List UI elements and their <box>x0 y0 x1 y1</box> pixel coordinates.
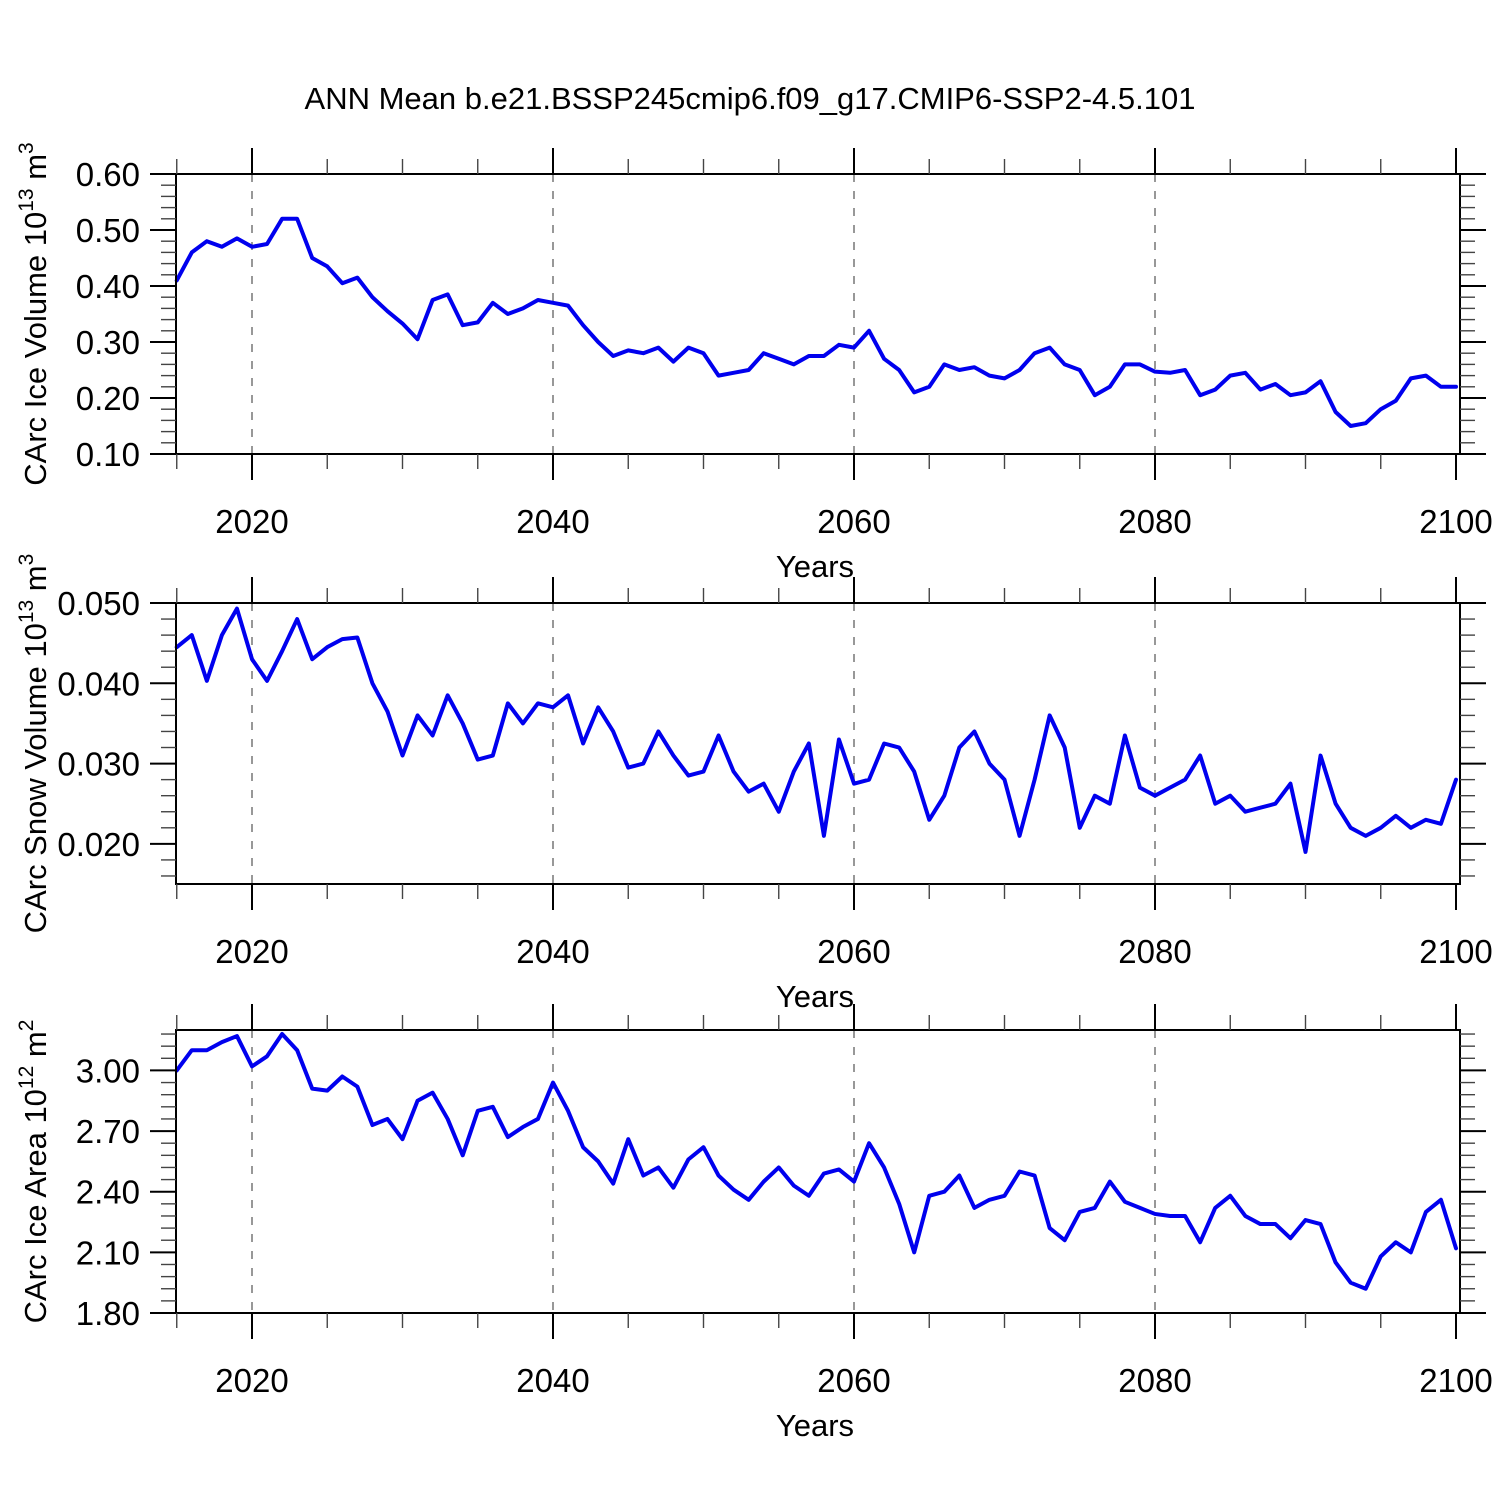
x-tick-label: 2040 <box>516 1362 589 1399</box>
x-tick-label: 2060 <box>817 1362 890 1399</box>
y-tick-label: 3.00 <box>76 1052 140 1089</box>
y-tick-label: 0.60 <box>76 156 140 193</box>
y-tick-label: 0.20 <box>76 380 140 417</box>
x-tick-label: 2100 <box>1419 503 1492 540</box>
y-tick-label: 2.40 <box>76 1174 140 1211</box>
y-tick-label: 0.50 <box>76 212 140 249</box>
x-tick-label: 2020 <box>215 503 288 540</box>
x-tick-label: 2040 <box>516 503 589 540</box>
x-tick-label: 2080 <box>1118 933 1191 970</box>
ice-volume-y-axis-title: CArc Ice Volume 1013 m3 <box>15 142 53 485</box>
x-tick-label: 2020 <box>215 1362 288 1399</box>
plot-border <box>175 602 1461 885</box>
panel-snow-volume: 2020 2040 2060 2080 2100 0.020 0.030 0.040 0.050… <box>15 554 1493 1014</box>
snow-volume-y-axis-title: CArc Snow Volume 1013 m3 <box>15 554 53 934</box>
snow-volume-line <box>174 606 1458 854</box>
x-tick-label: 2020 <box>215 933 288 970</box>
y-tick-label: 2.10 <box>76 1234 140 1271</box>
y-tick-label: 2.70 <box>76 1113 140 1150</box>
x-tick-label: 2040 <box>516 933 589 970</box>
x-tick-label: 2060 <box>817 503 890 540</box>
ice-area-x-axis-title: Years <box>776 1408 854 1443</box>
x-tick-label: 2060 <box>817 933 890 970</box>
plot-border <box>175 1029 1461 1314</box>
ice-area-y-axis-title: CArc Ice Area 1012 m2 <box>15 1020 53 1324</box>
ice-volume-line <box>174 216 1458 428</box>
x-tick-label: 2080 <box>1118 1362 1191 1399</box>
y-tick-label: 1.80 <box>76 1295 140 1332</box>
plot-border <box>175 173 1461 455</box>
x-tick-label: 2100 <box>1419 1362 1492 1399</box>
y-tick-label: 0.30 <box>76 324 140 361</box>
ice-area-line <box>174 1032 1458 1291</box>
panel-ice-area: 2020 2040 2060 2080 2100 1.80 2.10 2.40 2.70 3.00… <box>15 1004 1493 1443</box>
x-tick-label: 2080 <box>1118 503 1191 540</box>
y-tick-label: 0.10 <box>76 436 140 473</box>
y-tick-label: 0.020 <box>57 826 140 863</box>
y-tick-label: 0.030 <box>57 746 140 783</box>
chart-title: ANN Mean b.e21.BSSP245cmip6.f09_g17.CMIP… <box>305 81 1196 116</box>
ice-volume-x-axis-title: Years <box>776 549 854 584</box>
y-tick-label: 0.040 <box>57 665 140 702</box>
y-tick-label: 0.050 <box>57 585 140 622</box>
y-tick-label: 0.40 <box>76 268 140 305</box>
snow-volume-x-axis-title: Years <box>776 979 854 1014</box>
x-tick-label: 2100 <box>1419 933 1492 970</box>
panel-ice-volume: 2020 2040 2060 2080 2100 0.10 0.20 0.30 0.40 0.50… <box>15 142 1493 584</box>
